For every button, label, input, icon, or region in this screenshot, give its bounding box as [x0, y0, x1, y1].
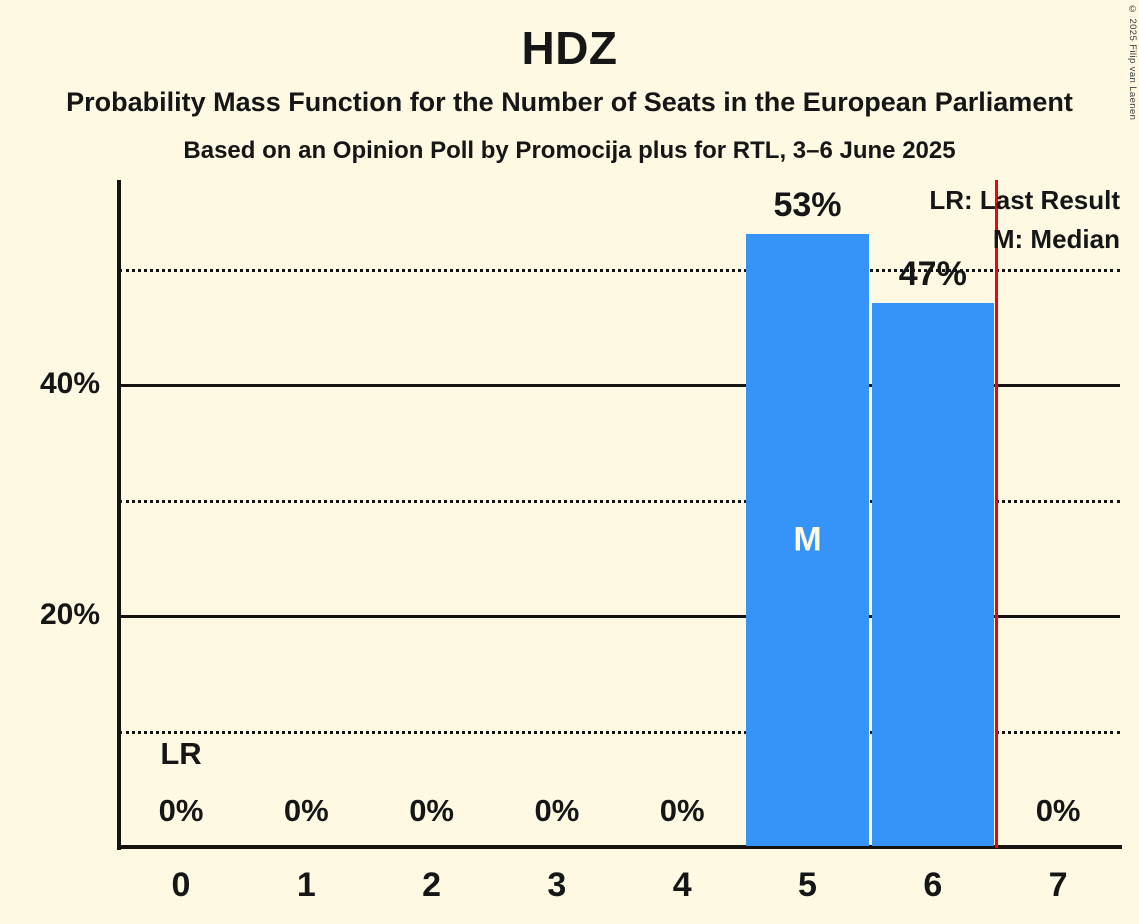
- page-title: HDZ: [521, 22, 618, 74]
- legend-item-median: M: Median: [992, 224, 1120, 254]
- gridline-10: [119, 730, 1120, 734]
- gridline-30: [119, 499, 1120, 503]
- x-axis: [117, 845, 1122, 849]
- chart-source-note: Based on an Opinion Poll by Promocija pl…: [183, 137, 956, 164]
- value-label-4: 0%: [659, 793, 705, 828]
- value-label-5: 53%: [773, 185, 842, 224]
- chart-subtitle: Probability Mass Function for the Number…: [66, 87, 1073, 117]
- x-tick-label-7: 7: [1048, 866, 1068, 904]
- x-tick-label-5: 5: [798, 866, 817, 904]
- last-result-line: [995, 180, 999, 848]
- value-label-0: 0%: [158, 793, 204, 828]
- value-label-2: 0%: [409, 793, 454, 828]
- y-axis: [117, 180, 121, 850]
- x-tick-label-6: 6: [923, 866, 943, 904]
- last-result-marker: LR: [160, 736, 202, 771]
- copyright-notice: © 2025 Filip van Laenen: [1127, 4, 1138, 121]
- x-tick-label-1: 1: [296, 866, 316, 904]
- value-label-1: 0%: [283, 793, 329, 828]
- bar-5: [746, 233, 869, 846]
- x-tick-label-4: 4: [672, 866, 692, 904]
- gridline-40: [119, 384, 1120, 387]
- x-tick-label-0: 0: [171, 866, 191, 904]
- value-label-7: 0%: [1035, 793, 1081, 828]
- y-tick-label-40: 40%: [39, 367, 100, 400]
- legend-item-last-result: LR: Last Result: [929, 185, 1120, 215]
- x-tick-label-3: 3: [547, 866, 567, 904]
- value-label-6: 47%: [898, 255, 967, 294]
- y-tick-label-20: 20%: [39, 598, 100, 631]
- bar-6: [871, 303, 994, 846]
- median-marker: M: [793, 520, 822, 559]
- value-label-3: 0%: [534, 793, 580, 828]
- x-tick-label-2: 2: [422, 866, 442, 904]
- gridline-20: [119, 615, 1120, 618]
- gridline-50: [119, 268, 1120, 272]
